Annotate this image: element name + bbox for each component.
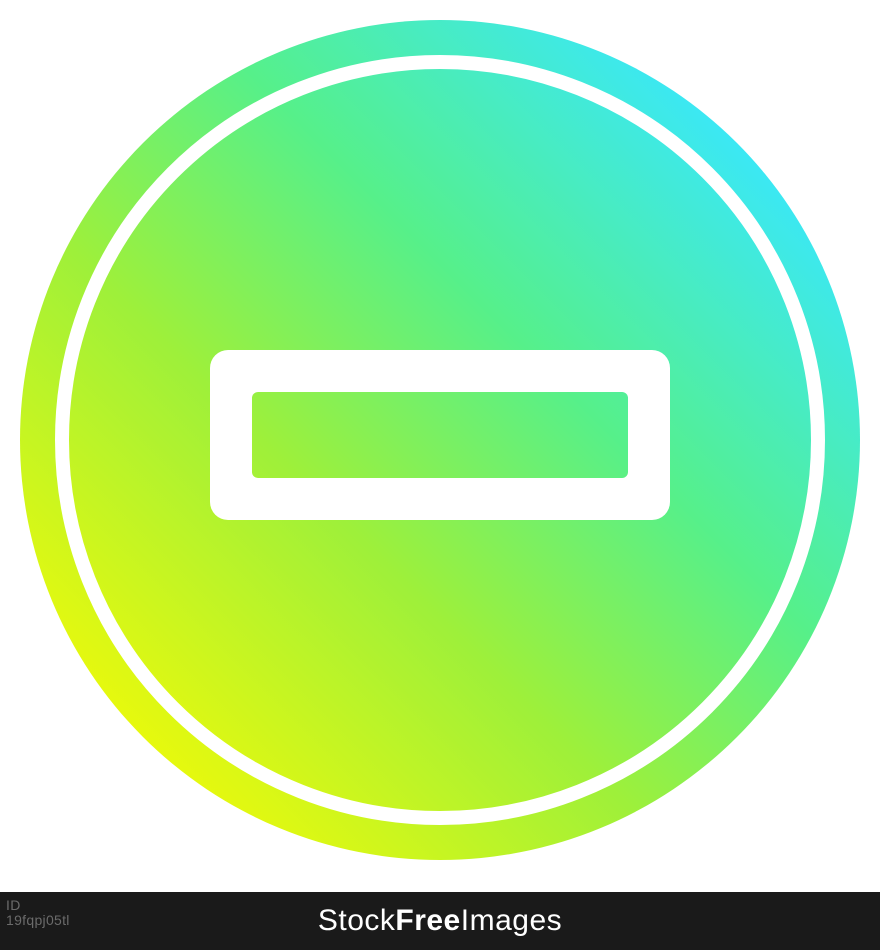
id-label-line2: 19fqpj05tl (6, 913, 70, 928)
watermark-prefix: Stock (318, 904, 396, 937)
minus-icon (210, 350, 670, 520)
id-label-line1: ID (6, 898, 70, 913)
watermark-bold: Free (395, 904, 460, 937)
image-canvas: StockFreeImages ID 19fqpj05tl (0, 0, 880, 950)
watermark-suffix: Images (461, 904, 562, 937)
minus-badge-icon (0, 0, 880, 880)
image-id-label: ID 19fqpj05tl (6, 898, 70, 929)
watermark-bar: StockFreeImages (0, 892, 880, 950)
watermark-text: StockFreeImages (318, 904, 562, 938)
